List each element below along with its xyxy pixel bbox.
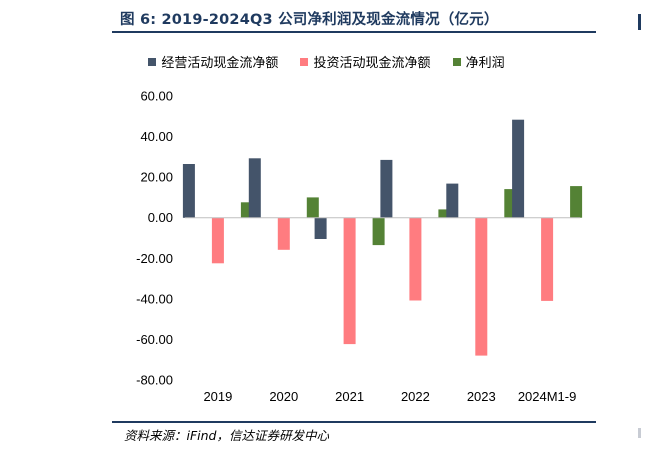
y-tick-label: -20.00 [136,251,173,266]
y-tick-label: -40.00 [136,291,173,306]
bar-operating-1 [248,158,261,218]
adjacent-figure-edge-bottom [638,428,641,438]
bar-operating-3 [380,159,393,218]
y-tick-label: -80.00 [136,373,173,388]
x-tick-label: 2019 [203,389,232,404]
bar-investing-1 [277,217,290,250]
x-tick-label: 2020 [269,389,298,404]
bar-net-profit-5 [570,186,583,218]
y-tick-label: 60.00 [140,89,173,104]
bar-investing-0 [211,217,224,264]
bar-net-profit-3 [438,209,451,218]
legend-swatch-operating [148,57,157,66]
figure-title: 图 6: 2019-2024Q3 公司净利润及现金流情况（亿元） [120,12,499,28]
bar-investing-5 [541,217,554,301]
bar-operating-5 [512,119,525,218]
legend-swatch-net-profit [452,57,461,66]
bar-net-profit-1 [306,197,319,218]
legend-item-net-profit: 净利润 [452,52,505,71]
y-tick-label: 0.00 [148,210,173,225]
legend-item-investing: 投资活动现金流净额 [300,52,431,71]
bar-operating-0 [182,164,195,218]
bar-investing-4 [475,217,488,356]
y-tick-labels: 60.00 40.00 20.00 0.00 -20.00 -40.00 -60.00 -80… [136,89,173,388]
legend-label-net-profit: 净利润 [465,56,505,71]
bar-operating-4 [446,183,459,218]
x-tick-label: 2021 [335,389,364,404]
x-tick-labels: 2019 2020 2021 2022 2023 2024M1-9 [203,389,576,404]
bar-net-profit-2 [372,217,385,246]
chart-legend: 经营活动现金流净额 投资活动现金流净额 净利润 [0,52,653,71]
x-tick-label: 2023 [467,389,496,404]
bar-investing-2 [343,217,356,345]
source-rule [112,421,596,423]
y-tick-label: 20.00 [140,170,173,185]
legend-item-operating: 经营活动现金流净额 [148,52,278,71]
x-tick-label: 2022 [401,389,430,404]
y-tick-label: -60.00 [136,332,173,347]
y-tick-label: 40.00 [140,129,173,144]
legend-swatch-investing [300,57,309,66]
bars [182,119,583,356]
x-tick-label: 2024M1-9 [518,389,577,404]
legend-label-operating: 经营活动现金流净额 [161,56,279,71]
bar-operating-2 [314,217,327,239]
adjacent-figure-edge [638,14,641,30]
bar-investing-3 [409,217,422,301]
legend-label-investing: 投资活动现金流净额 [313,56,431,71]
source-note: 资料来源：iFind，信达证券研发中心 [124,428,329,443]
title-rule [112,31,596,33]
